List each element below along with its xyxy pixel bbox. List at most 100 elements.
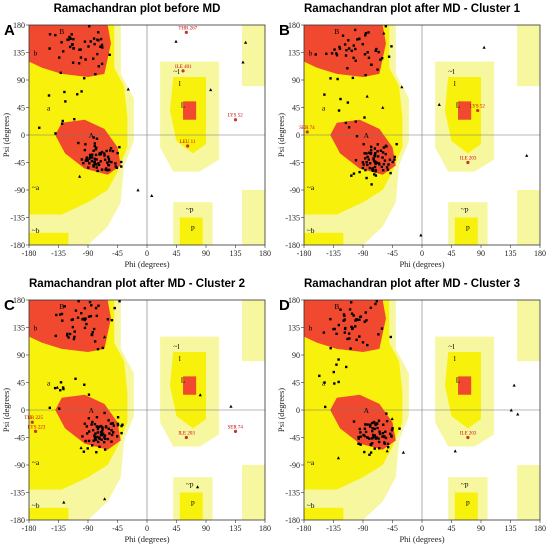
residue-point-alpha <box>91 420 94 424</box>
residue-point-alpha <box>384 144 388 148</box>
outlier-label: LEU 11 <box>180 140 196 145</box>
residue-point-beta <box>96 347 100 351</box>
x-tick-label: 90 <box>477 524 485 533</box>
x-axis-label: Phi (degrees) <box>124 534 169 544</box>
region-label: A <box>364 406 370 415</box>
residue-point-beta <box>93 42 96 46</box>
allowed-region <box>454 217 478 245</box>
x-tick-label: 0 <box>420 249 424 258</box>
residue-point-beta <box>359 315 362 319</box>
residue-point-alpha <box>369 145 373 149</box>
residue-point-beta <box>329 77 332 80</box>
x-tick-label: 0 <box>145 524 149 533</box>
residue-point-alpha <box>387 163 390 166</box>
region-label: p <box>466 498 470 507</box>
residue-point-alpha <box>368 151 371 154</box>
residue-point-beta <box>352 314 355 317</box>
y-tick-label: -180 <box>10 516 25 525</box>
residue-point-alpha <box>373 447 376 450</box>
residue-point-alpha <box>371 429 374 433</box>
residue-point-alpha <box>371 433 375 437</box>
residue-point-beta <box>375 300 379 303</box>
residue-point-alpha <box>357 435 360 439</box>
residue-point-beta <box>99 45 102 49</box>
residue-point-other <box>323 381 326 384</box>
residue-point-alpha <box>110 440 113 443</box>
residue-point-beta <box>344 326 347 330</box>
residue-point-beta <box>87 45 90 48</box>
outlier-label: LYS 52 <box>470 105 486 110</box>
residue-point-beta <box>89 314 93 318</box>
residue-point-other <box>346 101 350 104</box>
outlier-point <box>30 420 34 424</box>
residue-point-beta <box>358 335 361 338</box>
residue-point-beta <box>354 325 357 328</box>
y-tick-label: 0 <box>296 406 300 415</box>
residue-point-beta <box>356 38 359 41</box>
residue-point-other <box>332 370 335 374</box>
residue-point-alpha <box>372 421 376 424</box>
residue-point-beta <box>110 319 114 322</box>
residue-point-alpha <box>386 168 390 172</box>
residue-point-beta <box>363 320 366 323</box>
x-tick-label: 45 <box>173 249 181 258</box>
residue-point-beta <box>66 38 69 41</box>
glycine-point <box>336 456 341 460</box>
residue-point-beta <box>345 49 348 52</box>
residue-point-alpha <box>88 155 92 159</box>
residue-point-alpha <box>389 171 392 175</box>
residue-point-beta <box>314 53 317 56</box>
residue-point-other <box>54 132 57 135</box>
region-label: ~l <box>173 67 179 76</box>
residue-point-beta <box>89 40 92 43</box>
outlier-label: THR 267 <box>178 26 197 31</box>
residue-point-beta <box>351 327 354 331</box>
residue-point-beta <box>350 325 353 329</box>
residue-point-beta <box>337 323 341 327</box>
x-tick-label: -135 <box>51 249 66 258</box>
residue-point-alpha <box>107 163 110 167</box>
residue-point-alpha <box>82 450 86 453</box>
residue-point-alpha <box>373 434 377 437</box>
residue-point-beta <box>364 73 367 77</box>
glycine-point <box>390 417 394 421</box>
residue-point-alpha <box>384 436 388 440</box>
residue-point-beta <box>329 317 332 321</box>
residue-point-alpha <box>95 166 98 169</box>
region-label: a <box>47 379 51 388</box>
residue-point-alpha <box>87 417 91 420</box>
residue-point-alpha <box>107 427 110 431</box>
residue-point-beta <box>335 54 339 57</box>
x-tick-label: -45 <box>112 249 123 258</box>
residue-point-alpha <box>116 151 119 155</box>
residue-point-other <box>335 332 338 336</box>
residue-point-beta <box>93 340 97 343</box>
region-label: l <box>179 354 181 363</box>
glycine-point <box>103 497 107 501</box>
residue-point-beta <box>58 313 62 316</box>
residue-point-other <box>344 121 348 125</box>
region-label: l <box>179 79 181 88</box>
region-label: ~l <box>173 342 179 351</box>
x-tick-label: -45 <box>112 524 123 533</box>
residue-point-alpha <box>362 433 365 437</box>
residue-point-alpha <box>357 437 360 440</box>
residue-point-alpha <box>114 165 117 168</box>
region-label: L <box>456 376 461 385</box>
residue-point-alpha <box>87 166 90 169</box>
residue-point-beta <box>79 48 82 51</box>
residue-point-beta <box>54 33 57 37</box>
residue-point-alpha <box>103 434 107 437</box>
residue-point-alpha <box>374 152 377 155</box>
outlier-label: LYS 223 <box>28 425 46 430</box>
residue-point-alpha <box>382 162 386 166</box>
residue-point-beta <box>92 57 95 60</box>
outlier-label: ILE 203 <box>460 432 477 437</box>
y-axis-label: Psi (degrees) <box>1 113 11 157</box>
residue-point-beta <box>367 56 371 59</box>
residue-point-beta <box>354 59 357 62</box>
core-region <box>304 25 386 77</box>
residue-point-alpha <box>379 149 383 152</box>
residue-point-alpha <box>377 437 380 440</box>
